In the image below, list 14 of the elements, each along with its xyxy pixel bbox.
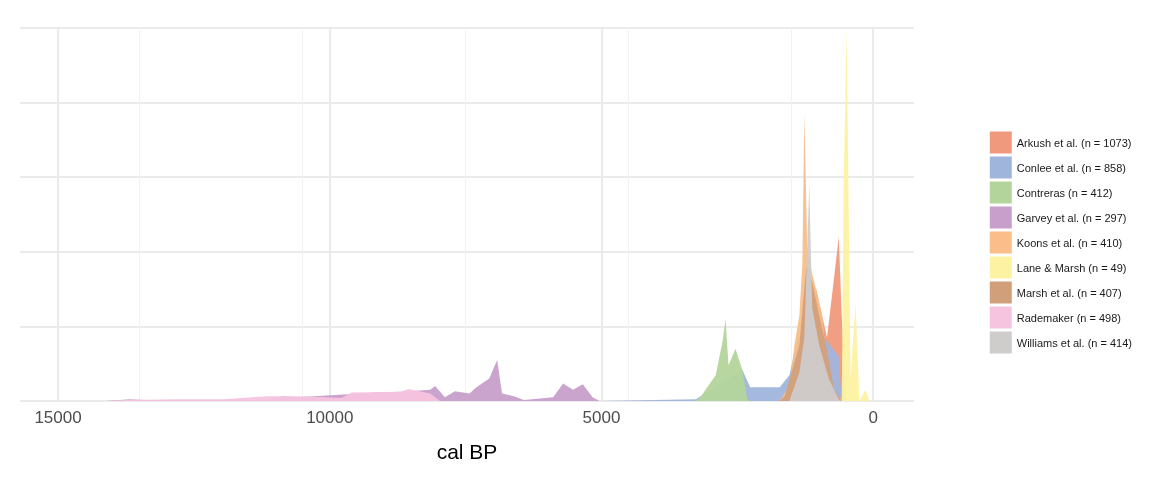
x-tick-label: 15000	[34, 408, 82, 427]
legend-label: Conlee et al. (n = 858)	[1016, 161, 1126, 174]
legend-label: Marsh et al. (n = 407)	[1016, 286, 1122, 299]
x-axis-title: cal BP	[436, 440, 498, 463]
legend-label: Lane & Marsh (n = 49)	[1016, 261, 1127, 274]
legend-label: Arkush et al. (n = 1073)	[1016, 136, 1132, 149]
legend-label: Garvey et al. (n = 297)	[1016, 211, 1127, 224]
legend-label: Contreras (n = 412)	[1016, 186, 1113, 199]
x-tick-label: 10000	[306, 408, 354, 427]
legend-label: Rademaker (n = 498)	[1016, 311, 1122, 324]
x-tick-label: 0	[868, 408, 878, 427]
legend-label: Koons et al. (n = 410)	[1016, 236, 1123, 249]
x-tick-label: 5000	[582, 408, 621, 427]
legend-label: Williams et al. (n = 414)	[1016, 336, 1132, 349]
